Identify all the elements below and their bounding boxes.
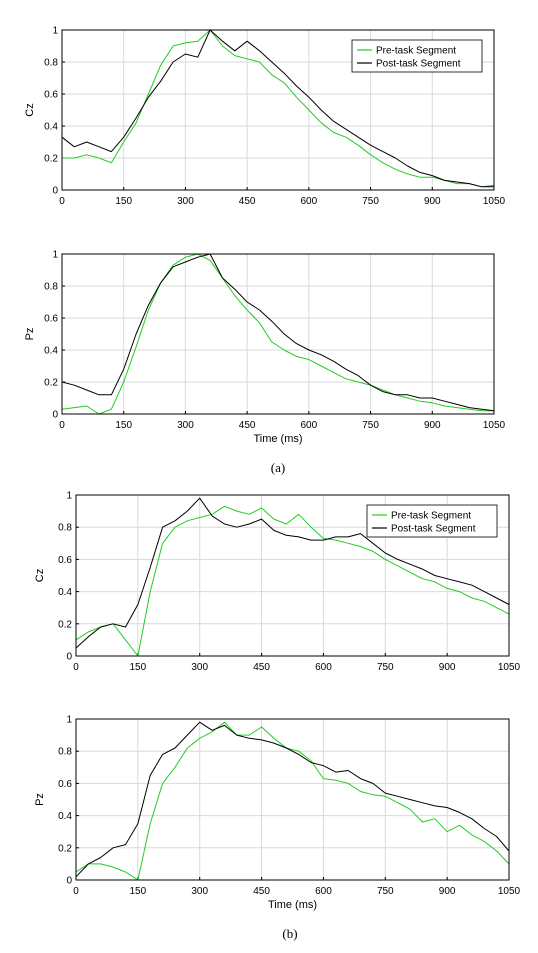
x-tick-label: 750 (377, 886, 394, 897)
x-tick-label: 600 (301, 420, 318, 431)
x-tick-label: 450 (239, 196, 256, 207)
y-axis-label: Pz (34, 793, 46, 806)
y-tick-label: 0 (52, 410, 58, 421)
x-tick-label: 150 (115, 420, 132, 431)
x-tick-label: 0 (59, 420, 65, 431)
y-axis-label: Cz (24, 103, 36, 116)
y-tick-label: 0.2 (58, 619, 72, 630)
y-tick-label: 0.6 (58, 779, 72, 790)
x-axis-label: Time (ms) (268, 899, 317, 911)
chart-panel-b-top: 0 150 300 450 600 750 900 1050 0 0.2 0.4 0.6 0.8 1 Cz P… (34, 491, 521, 674)
y-tick-label: 1 (66, 715, 72, 726)
legend-label: Pre-task Segment (376, 46, 456, 57)
y-tick-label: 0.6 (44, 314, 58, 325)
y-tick-label: 0.4 (44, 346, 58, 357)
x-tick-label: 600 (315, 886, 332, 897)
legend: Pre-task Segment Post-task Segment (366, 504, 498, 538)
y-tick-label: 0.8 (44, 58, 58, 69)
x-tick-label: 300 (177, 196, 194, 207)
legend-box (351, 39, 483, 73)
plot-frame (61, 253, 495, 415)
x-tick-label: 0 (59, 196, 65, 207)
x-tick-label: 750 (362, 420, 379, 431)
y-axis-label: Cz (34, 569, 46, 582)
x-tick-label: 600 (315, 662, 332, 673)
figure-caption: (a) (271, 460, 285, 475)
chart-panel-b-bottom: 0 150 300 450 600 750 900 1050 0 0.2 0.4 0.6 0.8 1 Pz T… (34, 715, 521, 912)
x-tick-label: 750 (362, 196, 379, 207)
x-tick-label: 450 (239, 420, 256, 431)
x-tick-label: 300 (191, 662, 208, 673)
series-line-post-task-segment (75, 497, 510, 649)
y-tick-label: 0.2 (44, 154, 58, 165)
y-tick-label: 0 (66, 652, 72, 663)
plot-frame (75, 494, 510, 657)
x-tick-label: 600 (301, 196, 318, 207)
x-tick-label: 150 (130, 886, 147, 897)
chart-panel-a-bottom: 0 150 300 450 600 750 900 1050 0 0.2 0.4 0.6 0.8 1 Pz T… (24, 250, 506, 446)
figure-caption: (b) (282, 926, 297, 941)
y-tick-label: 0.4 (44, 122, 58, 133)
chart-panel-a-top: 0 150 300 450 600 750 900 1050 0 0.2 0.4 0.6 0.8 1 Cz P… (24, 26, 506, 208)
y-axis-label: Pz (24, 328, 36, 341)
y-tick-label: 0.6 (44, 90, 58, 101)
x-tick-label: 450 (253, 886, 270, 897)
legend-label: Post-task Segment (376, 59, 461, 70)
x-tick-label: 450 (253, 662, 270, 673)
x-tick-label: 300 (177, 420, 194, 431)
y-tick-label: 0.4 (58, 811, 72, 822)
y-tick-label: 0.2 (58, 843, 72, 854)
x-tick-label: 900 (424, 420, 441, 431)
x-tick-label: 0 (73, 662, 79, 673)
series-line-pre-task-segment (61, 253, 494, 415)
x-tick-label: 750 (377, 662, 394, 673)
x-tick-label: 1050 (483, 196, 506, 207)
x-tick-label: 900 (439, 886, 456, 897)
series-line-pre-task-segment (75, 721, 510, 881)
plot-frame (61, 29, 495, 191)
series-line-post-task-segment (61, 29, 494, 188)
y-tick-label: 1 (52, 26, 58, 37)
series-line-post-task-segment (61, 253, 495, 412)
y-tick-label: 0.8 (58, 523, 72, 534)
x-tick-label: 300 (191, 886, 208, 897)
legend-label: Post-task Segment (391, 524, 476, 535)
x-tick-label: 900 (439, 662, 456, 673)
x-tick-label: 1050 (498, 886, 521, 897)
plot-frame (75, 718, 510, 881)
x-tick-label: 900 (424, 196, 441, 207)
series-line-pre-task-segment (75, 505, 510, 657)
x-axis-label: Time (ms) (253, 433, 302, 445)
y-tick-label: 0 (66, 876, 72, 887)
y-tick-label: 0.6 (58, 555, 72, 566)
y-tick-label: 0.4 (58, 587, 72, 598)
legend-label: Pre-task Segment (391, 511, 471, 522)
y-tick-label: 1 (52, 250, 58, 261)
x-tick-label: 150 (115, 196, 132, 207)
y-tick-label: 0.8 (58, 747, 72, 758)
legend: Pre-task Segment Post-task Segment (351, 39, 483, 73)
x-tick-label: 1050 (498, 662, 521, 673)
x-tick-label: 1050 (483, 420, 506, 431)
series-line-post-task-segment (75, 721, 510, 878)
legend-box (366, 504, 498, 538)
x-tick-label: 150 (130, 662, 147, 673)
y-tick-label: 0.2 (44, 378, 58, 389)
y-tick-label: 1 (66, 491, 72, 502)
x-tick-label: 0 (73, 886, 79, 897)
series-line-pre-task-segment (62, 29, 495, 188)
y-tick-label: 0 (52, 186, 58, 197)
y-tick-label: 0.8 (44, 282, 58, 293)
